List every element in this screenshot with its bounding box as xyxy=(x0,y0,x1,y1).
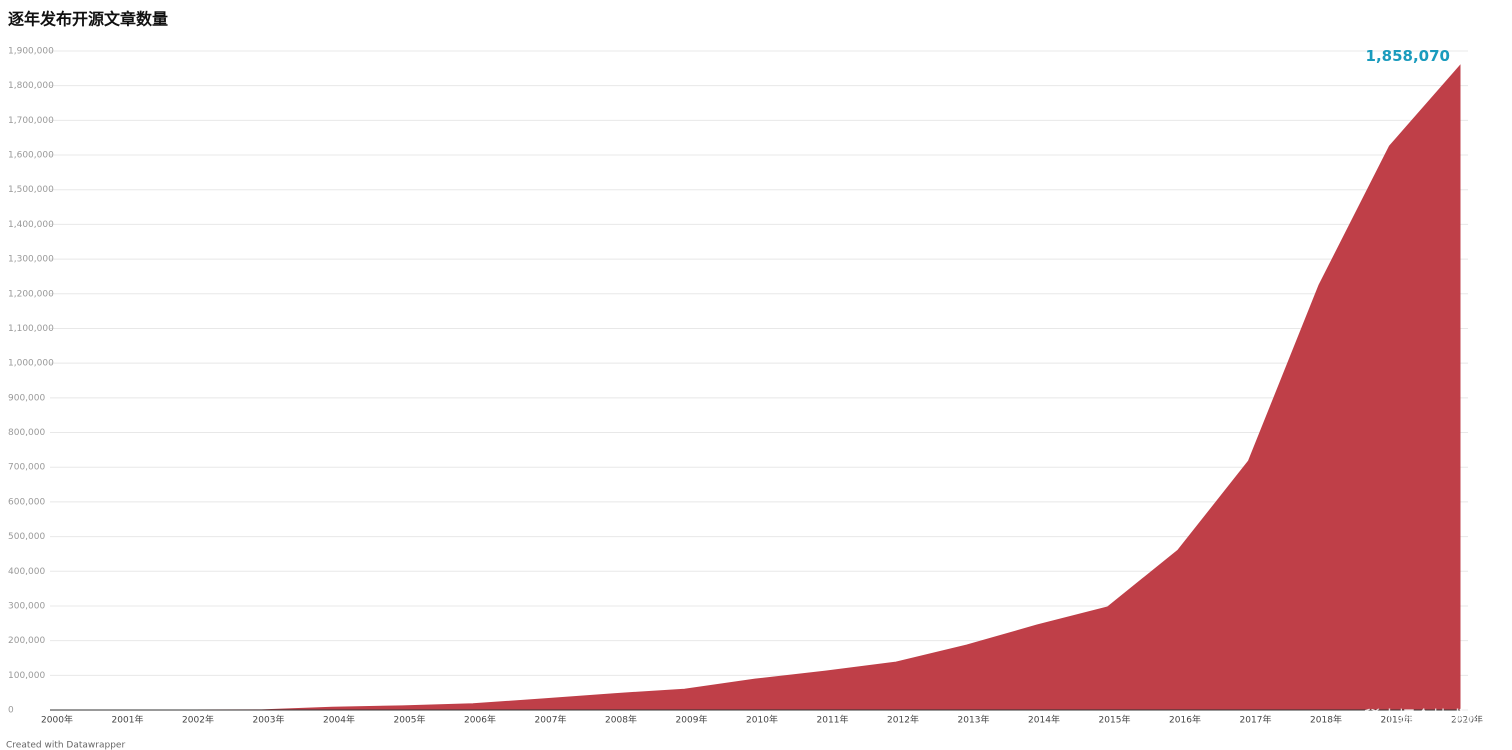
x-tick-label: 2019年 xyxy=(1381,714,1413,726)
chart-title: 逐年发布开源文章数量 xyxy=(8,10,168,29)
y-tick-label: 800,000 xyxy=(8,428,45,438)
y-tick-label: 0 xyxy=(8,706,14,716)
x-tick-label: 2018年 xyxy=(1310,714,1342,726)
x-tick-label: 2016年 xyxy=(1169,714,1201,726)
x-tick-label: 2009年 xyxy=(676,714,708,726)
y-tick-label: 1,300,000 xyxy=(8,255,54,265)
x-tick-label: 2010年 xyxy=(746,714,778,726)
watermark: @稀土掘金技术社区 xyxy=(1347,708,1500,728)
y-tick-label: 900,000 xyxy=(8,393,45,403)
credit: Created with Datawrapper xyxy=(6,741,125,750)
value-label: 1,858,070 xyxy=(1366,47,1450,65)
y-tick-label: 1,800,000 xyxy=(8,81,54,91)
x-tick-label: 2017年 xyxy=(1240,714,1272,726)
x-tick-label: 2014年 xyxy=(1028,714,1060,726)
x-tick-label: 2013年 xyxy=(958,714,990,726)
y-tick-label: 600,000 xyxy=(8,497,45,507)
x-tick-label: 2008年 xyxy=(605,714,637,726)
y-tick-label: 1,200,000 xyxy=(8,289,54,299)
y-tick-label: 1,600,000 xyxy=(8,151,54,161)
y-tick-label: 300,000 xyxy=(8,601,45,611)
x-tick-label: 2011年 xyxy=(817,714,849,726)
y-tick-label: 1,500,000 xyxy=(8,185,54,195)
x-tick-label: 2006年 xyxy=(464,714,496,726)
x-tick-label: 2000年 xyxy=(41,714,73,726)
y-tick-label: 700,000 xyxy=(8,463,45,473)
y-tick-label: 1,400,000 xyxy=(8,220,54,230)
x-tick-label: 2005年 xyxy=(394,714,426,726)
y-tick-label: 1,700,000 xyxy=(8,116,54,126)
y-tick-label: 1,000,000 xyxy=(8,359,54,369)
x-tick-label: 2001年 xyxy=(112,714,144,726)
x-tick-label: 2007年 xyxy=(535,714,567,726)
y-tick-label: 1,100,000 xyxy=(8,324,54,334)
y-tick-label: 1,900,000 xyxy=(8,47,54,57)
x-tick-label: 2012年 xyxy=(887,714,919,726)
y-tick-label: 100,000 xyxy=(8,671,45,681)
area xyxy=(50,64,1461,711)
y-tick-label: 500,000 xyxy=(8,532,45,542)
x-tick-label: 2020年 xyxy=(1451,714,1483,726)
y-tick-label: 200,000 xyxy=(8,636,45,646)
x-tick-label: 2003年 xyxy=(253,714,285,726)
y-tick-label: 400,000 xyxy=(8,567,45,577)
x-tick-label: 2015年 xyxy=(1099,714,1131,726)
x-tick-label: 2002年 xyxy=(182,714,214,726)
x-tick-label: 2004年 xyxy=(323,714,355,726)
